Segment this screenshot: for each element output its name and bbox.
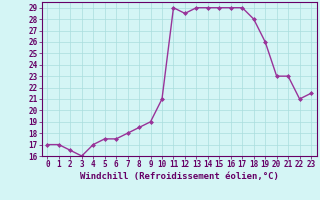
X-axis label: Windchill (Refroidissement éolien,°C): Windchill (Refroidissement éolien,°C) <box>80 172 279 181</box>
